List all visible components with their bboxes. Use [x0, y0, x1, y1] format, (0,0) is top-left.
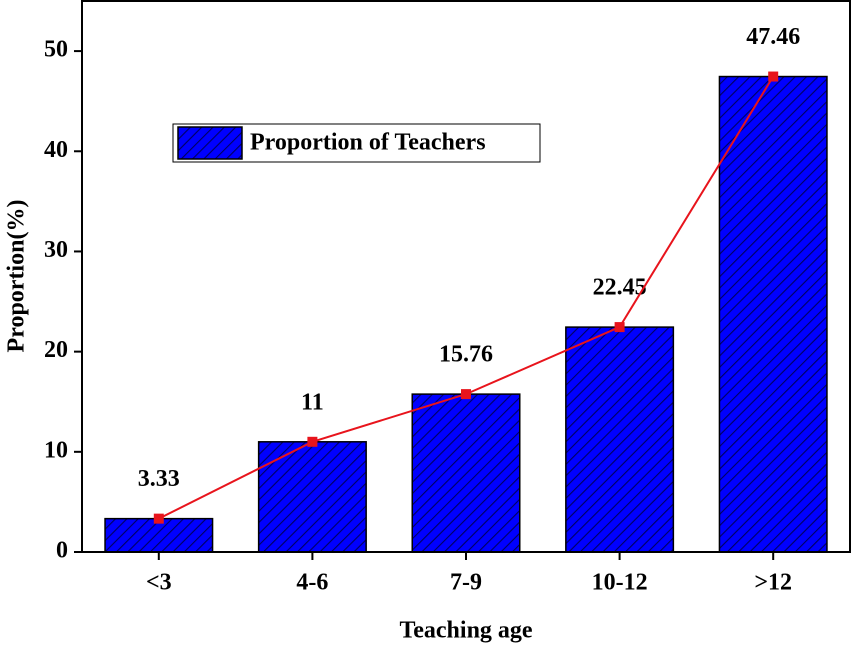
bar	[411, 393, 521, 553]
y-tick-label: 50	[44, 37, 68, 63]
y-tick-label: 30	[44, 237, 68, 263]
value-label: 3.33	[138, 466, 180, 492]
trend-marker	[153, 513, 164, 524]
y-tick-label: 20	[44, 337, 68, 363]
y-tick-label: 10	[44, 437, 68, 463]
x-tick-label: <3	[146, 570, 172, 596]
x-axis-label: Teaching age	[399, 618, 532, 644]
y-axis-label: Proportion(%)	[4, 200, 30, 353]
trend-marker	[307, 436, 318, 447]
x-tick-label: 7-9	[450, 570, 482, 596]
plot-frame	[81, 0, 851, 553]
value-label: 47.46	[746, 24, 800, 50]
x-tick-label: >12	[754, 570, 792, 596]
value-label: 15.76	[439, 342, 493, 368]
trend-marker	[461, 389, 471, 400]
y-tick-label: 0	[56, 538, 68, 564]
y-tick-label: 40	[44, 137, 68, 163]
bar	[565, 326, 675, 553]
bar	[257, 441, 367, 553]
trend-marker	[768, 71, 779, 82]
x-tick-label: 4-6	[296, 570, 328, 596]
bar	[104, 517, 214, 553]
trend-marker	[614, 322, 625, 333]
legend-label: Proportion of Teachers	[250, 130, 486, 156]
bar	[718, 75, 828, 553]
x-tick-label: 10-12	[592, 570, 648, 596]
value-label: 11	[301, 389, 324, 415]
legend-swatch	[177, 126, 243, 160]
